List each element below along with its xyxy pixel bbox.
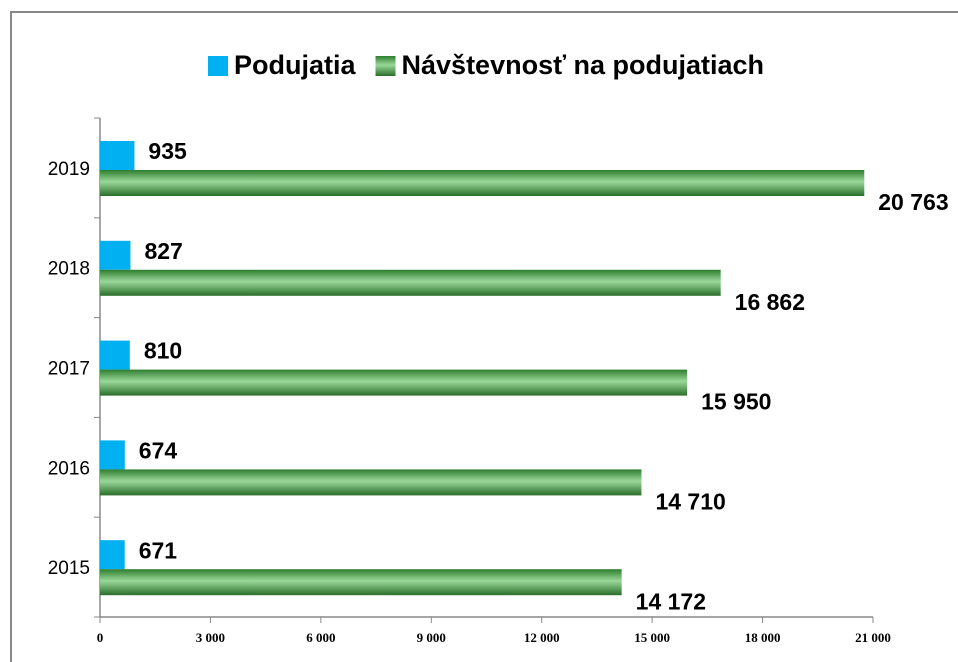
x-tick-label: 3 000 [196, 630, 225, 645]
legend-swatch [375, 56, 396, 76]
value-label: 810 [144, 338, 182, 364]
value-label: 827 [144, 238, 182, 264]
bar [100, 440, 125, 470]
y-tick-label: 2018 [48, 259, 90, 280]
y-tick-label: 2016 [48, 458, 90, 479]
chart-border [10, 11, 958, 662]
x-tick-label: 18 000 [745, 630, 781, 645]
legend-label: Návštevnosť na podujatiach [402, 50, 765, 80]
x-tick-label: 21 000 [855, 630, 891, 645]
value-label: 14 172 [636, 588, 706, 614]
value-label: 671 [139, 537, 178, 563]
x-tick-label: 9 000 [417, 630, 446, 645]
bar [100, 340, 130, 370]
bar [100, 369, 688, 396]
x-tick-label: 15 000 [634, 630, 670, 645]
x-tick-label: 0 [97, 630, 104, 645]
value-label: 15 950 [701, 389, 771, 415]
bar [100, 269, 721, 296]
bar [100, 540, 125, 570]
value-label: 674 [139, 437, 178, 463]
y-tick-label: 2019 [48, 159, 90, 180]
bar [100, 469, 642, 496]
value-label: 935 [148, 138, 187, 164]
legend-label: Podujatia [234, 50, 356, 80]
bar [100, 170, 865, 196]
y-tick-label: 2017 [48, 359, 90, 380]
value-label: 16 862 [735, 289, 805, 315]
value-label: 14 710 [655, 488, 725, 514]
bar [100, 240, 131, 270]
y-tick-label: 2015 [48, 558, 90, 579]
x-tick-label: 6 000 [306, 630, 335, 645]
bar [100, 141, 135, 170]
legend-swatch [208, 56, 228, 76]
bar [100, 569, 622, 596]
x-tick-label: 12 000 [524, 630, 560, 645]
value-label: 20 763 [878, 189, 948, 215]
